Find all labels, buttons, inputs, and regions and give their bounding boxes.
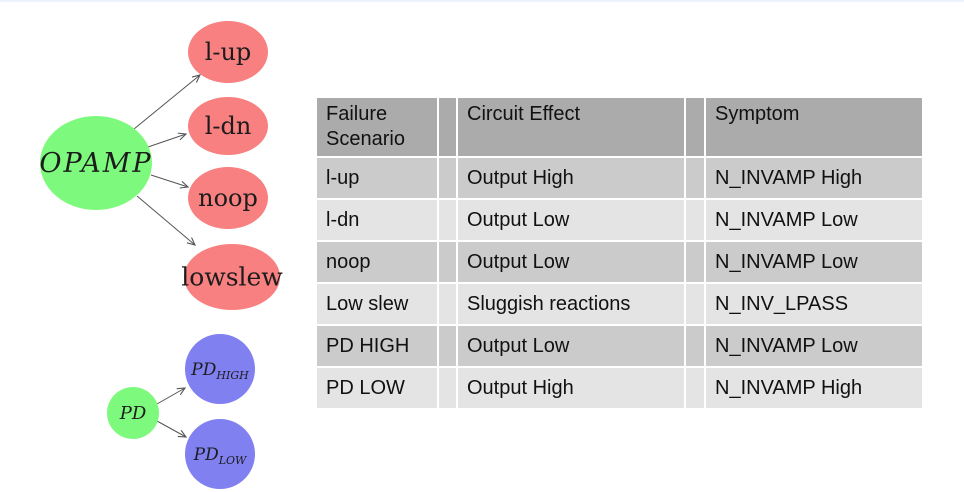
cell-symptom: N_INVAMP High: [706, 368, 922, 408]
failure-table: Failure Scenario Circuit Effect Symptom …: [315, 96, 924, 410]
header-spacer-cell: [439, 98, 456, 156]
header-spacer-cell: [686, 98, 704, 156]
cell-circuit-effect: Sluggish reactions: [458, 284, 684, 324]
table-row: l-up Output High N_INVAMP High: [317, 158, 922, 198]
row-spacer-cell: [686, 368, 704, 408]
edge-pd-to-pd-low: [156, 420, 188, 438]
row-spacer-cell: [439, 200, 456, 240]
cell-circuit-effect: Output High: [458, 368, 684, 408]
diagram-node-pd-high: PDHIGH: [185, 334, 255, 404]
node-label-lowslew: lowslew: [181, 263, 283, 292]
cell-scenario: l-dn: [317, 200, 437, 240]
cell-scenario: l-up: [317, 158, 437, 198]
node-shape-l-dn: [188, 97, 268, 155]
node-label-opamp: OPAMP: [39, 148, 152, 179]
edge-opamp-to-noop: [150, 174, 190, 189]
node-label-subscript: HIGH: [215, 369, 249, 382]
node-label-subscript: LOW: [218, 454, 248, 467]
col-header-symptom: Symptom: [706, 98, 922, 156]
table-row: l-dn Output Low N_INVAMP Low: [317, 200, 922, 240]
cell-scenario: PD LOW: [317, 368, 437, 408]
failure-diagram: OPAMP l-up l-dn noop lowslew PD PDHIGH PDLOW: [39, 21, 283, 489]
table-row: noop Output Low N_INVAMP Low: [317, 242, 922, 282]
cell-circuit-effect: Output Low: [458, 326, 684, 366]
node-shape-pd: [107, 387, 159, 439]
node-shape-pd-high: [185, 334, 255, 404]
cell-symptom: N_INVAMP Low: [706, 242, 922, 282]
cell-scenario: noop: [317, 242, 437, 282]
diagram-node-opamp: OPAMP: [39, 116, 152, 210]
cell-symptom: N_INV_LPASS: [706, 284, 922, 324]
node-label-noop: noop: [198, 184, 258, 212]
cell-scenario: PD HIGH: [317, 326, 437, 366]
cell-scenario: Low slew: [317, 284, 437, 324]
diagram-node-pd-low: PDLOW: [185, 419, 255, 489]
row-spacer-cell: [439, 242, 456, 282]
cell-symptom: N_INVAMP Low: [706, 326, 922, 366]
col-header-circuit-effect: Circuit Effect: [458, 98, 684, 156]
diagram-edges: [133, 74, 202, 438]
row-spacer-cell: [439, 326, 456, 366]
cell-symptom: N_INVAMP Low: [706, 200, 922, 240]
diagram-node-l-dn: l-dn: [188, 97, 268, 155]
node-label-pd-high: PDHIGH: [190, 360, 249, 382]
node-shape-opamp: [40, 116, 152, 210]
edge-opamp-to-l-up: [133, 74, 202, 130]
cell-circuit-effect: Output Low: [458, 242, 684, 282]
row-spacer-cell: [686, 284, 704, 324]
row-spacer-cell: [439, 284, 456, 324]
node-label-pd-low: PDLOW: [193, 445, 248, 467]
col-header-failure-scenario: Failure Scenario: [317, 98, 437, 156]
edge-pd-to-pd-high: [156, 387, 187, 405]
row-spacer-cell: [439, 368, 456, 408]
row-spacer-cell: [686, 242, 704, 282]
table-row: Low slew Sluggish reactions N_INV_LPASS: [317, 284, 922, 324]
diagram-node-noop: noop: [188, 167, 268, 229]
table-row: PD LOW Output High N_INVAMP High: [317, 368, 922, 408]
row-spacer-cell: [686, 158, 704, 198]
edge-opamp-to-l-dn: [147, 132, 188, 148]
node-shape-pd-low: [185, 419, 255, 489]
table-row: PD HIGH Output Low N_INVAMP Low: [317, 326, 922, 366]
node-label-pd: PD: [119, 403, 147, 424]
row-spacer-cell: [439, 158, 456, 198]
diagram-node-pd: PD: [107, 387, 159, 439]
node-shape-lowslew: [184, 244, 280, 310]
cell-symptom: N_INVAMP High: [706, 158, 922, 198]
node-shape-noop: [188, 167, 268, 229]
diagram-nodes: OPAMP l-up l-dn noop lowslew PD PDHIGH PDLOW: [39, 21, 283, 489]
cell-circuit-effect: Output High: [458, 158, 684, 198]
node-label-l-up: l-up: [205, 38, 252, 66]
failure-table-body: l-up Output High N_INVAMP High l-dn Output L…: [317, 158, 922, 408]
cell-circuit-effect: Output Low: [458, 200, 684, 240]
table-header-row: Failure Scenario Circuit Effect Symptom: [317, 98, 922, 156]
top-edge-highlight: [0, 0, 964, 3]
node-shape-l-up: [188, 21, 268, 83]
node-label-l-dn: l-dn: [205, 112, 252, 140]
diagram-node-lowslew: lowslew: [181, 244, 283, 310]
diagram-node-l-up: l-up: [188, 21, 268, 83]
edge-opamp-to-lowslew: [136, 195, 196, 246]
row-spacer-cell: [686, 326, 704, 366]
row-spacer-cell: [686, 200, 704, 240]
